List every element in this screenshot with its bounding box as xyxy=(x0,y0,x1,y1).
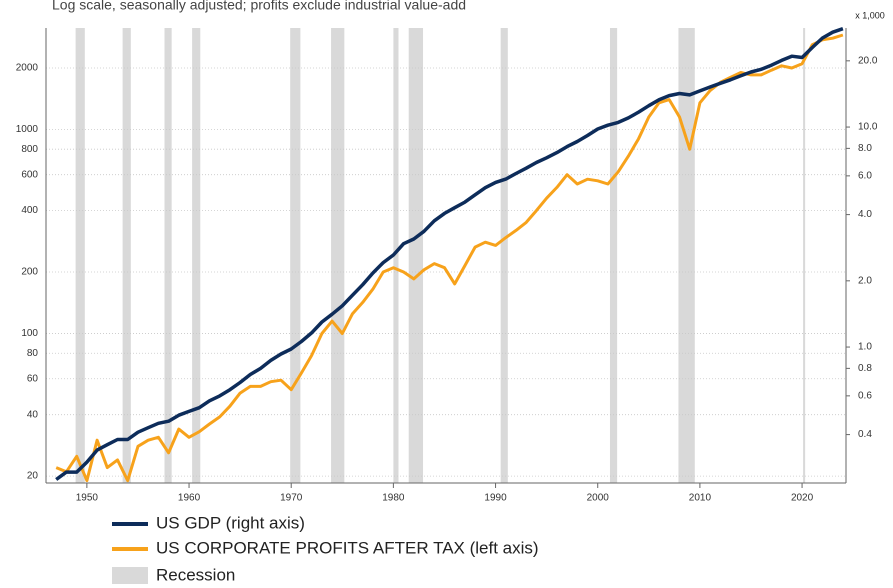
y-tick-label: 2000 xyxy=(16,63,39,74)
chart-subtitle: Log scale, seasonally adjusted; profits … xyxy=(52,0,466,13)
recession-band xyxy=(393,28,399,483)
recession-band xyxy=(408,28,424,483)
legend-label: US CORPORATE PROFITS AFTER TAX (left axi… xyxy=(156,538,539,557)
x-tick-label: 1970 xyxy=(280,493,303,504)
recession-band xyxy=(803,28,806,483)
y2-tick-label: 1.0 xyxy=(858,342,872,353)
x-tick-label: 2020 xyxy=(791,493,814,504)
y-tick-label: 80 xyxy=(27,348,39,359)
x-tick-label: 1980 xyxy=(382,493,405,504)
x-tick-label: 1960 xyxy=(178,493,201,504)
y-tick-label: 600 xyxy=(21,169,38,180)
y2-tick-label: 8.0 xyxy=(858,143,872,154)
y2-tick-label: 6.0 xyxy=(858,170,872,181)
legend-label: Recession xyxy=(156,565,235,584)
x-tick-label: 1950 xyxy=(76,493,99,504)
x-tick-label: 2010 xyxy=(689,493,712,504)
recession-band xyxy=(75,28,85,483)
x-tick-label: 1990 xyxy=(484,493,507,504)
y-tick-label: 800 xyxy=(21,144,38,155)
y-tick-label: 20 xyxy=(27,471,39,482)
y2-tick-label: 0.8 xyxy=(858,363,872,374)
y2-tick-label: 20.0 xyxy=(858,55,878,66)
recession-band xyxy=(192,28,201,483)
series-line xyxy=(55,27,844,481)
series-line xyxy=(55,33,844,483)
y-tick-label: 60 xyxy=(27,373,39,384)
y-tick-label: 200 xyxy=(21,267,38,278)
y2-tick-label: 2.0 xyxy=(858,275,872,286)
y2-unit-label: x 1,000 xyxy=(855,10,885,20)
y-tick-label: 100 xyxy=(21,328,38,339)
y2-tick-label: 4.0 xyxy=(858,209,872,220)
recession-band xyxy=(164,28,172,483)
y-tick-label: 40 xyxy=(27,409,39,420)
y2-tick-label: 0.6 xyxy=(858,390,872,401)
legend-swatch xyxy=(112,567,148,584)
recession-band xyxy=(122,28,131,483)
legend-label: US GDP (right axis) xyxy=(156,513,305,532)
recession-band xyxy=(331,28,345,483)
recession-band xyxy=(290,28,301,483)
recession-band xyxy=(678,28,695,483)
recession-band xyxy=(500,28,508,483)
y2-tick-label: 0.4 xyxy=(858,429,872,440)
x-tick-label: 2000 xyxy=(587,493,610,504)
y2-tick-label: 10.0 xyxy=(858,122,878,133)
y-tick-label: 400 xyxy=(21,205,38,216)
y-tick-label: 1000 xyxy=(16,124,39,135)
recession-band xyxy=(609,28,618,483)
